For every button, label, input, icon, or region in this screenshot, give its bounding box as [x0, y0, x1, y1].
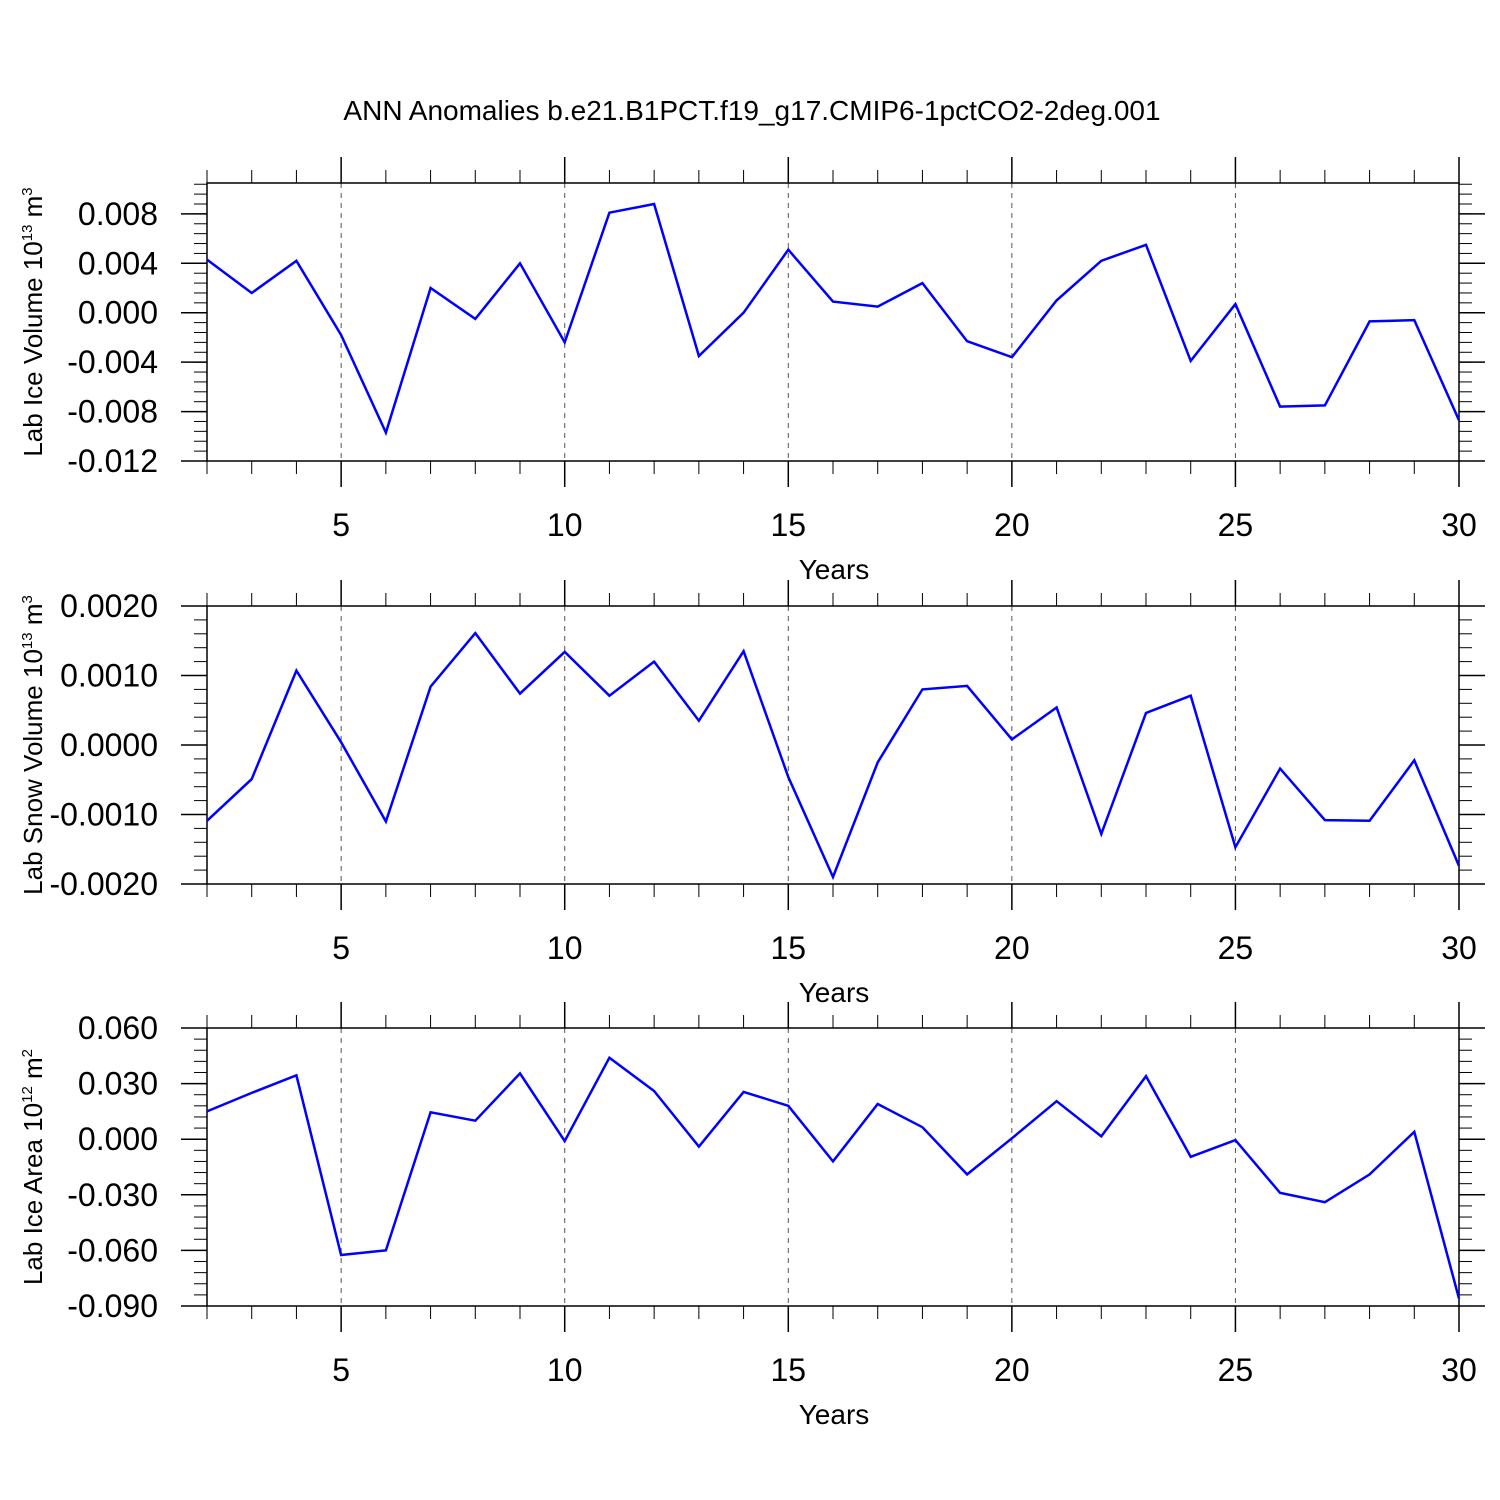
y-axis-label: Lab Ice Area 1012 m2: [18, 1049, 48, 1285]
y-axis-label-text: m: [18, 1057, 48, 1086]
plot-frame: [206, 1027, 1460, 1307]
chart-panels: 5 10 15 20 25 30-0.012-0.008-0.0040.0000.0040…: [18, 157, 1485, 1430]
chart-panel-2: 5 10 15 20 25 30 -0.0020 -0.0010 0.0000 0.0010 0.0…: [18, 580, 1485, 1008]
y-tick-label: 0.000: [78, 295, 158, 331]
y-tick-label: -0.012: [67, 443, 158, 479]
y-tick-label: 0.0000: [60, 727, 158, 763]
y-axis-label-exponent: 2: [19, 1049, 36, 1057]
y-tick-label: -0.0020: [49, 866, 158, 902]
y-axis-label-text: Lab Ice Volume 10: [18, 241, 48, 456]
x-tick-label: 15: [770, 507, 806, 543]
x-axis-label: Years: [799, 554, 870, 585]
y-tick-label: 0.030: [78, 1066, 158, 1102]
x-tick-label: 25: [1218, 930, 1254, 966]
x-tick-label: 5: [332, 930, 350, 966]
x-axis-label: Years: [799, 977, 870, 1008]
y-axis-label: Lab Ice Volume 1013 m3: [18, 187, 48, 456]
series-line: [206, 1055, 1461, 1299]
y-axis-label-exponent: 3: [19, 187, 36, 195]
x-tick-label: 20: [994, 930, 1030, 966]
x-tick-label: 5: [332, 1352, 350, 1388]
y-axis-label-text: m: [18, 196, 48, 225]
y-axis-label-exponent: 3: [19, 595, 36, 603]
x-tick-label: 25: [1218, 507, 1254, 543]
x-tick-label: 10: [547, 930, 583, 966]
x-tick-label: 20: [994, 507, 1030, 543]
y-axis-label-text: Lab Snow Volume 10: [18, 649, 48, 895]
x-tick-label: 5: [332, 507, 350, 543]
x-tick-label: 15: [770, 1352, 806, 1388]
y-axis-label-exponent: 13: [19, 225, 36, 242]
y-axis-label-exponent: 13: [19, 632, 36, 649]
x-tick-label: 15: [770, 930, 806, 966]
y-axis-label-text: Lab Ice Area 10: [18, 1103, 48, 1285]
y-tick-label: 0.004: [78, 245, 158, 281]
y-axis-label-exponent: 12: [19, 1086, 36, 1103]
y-tick-label: -0.004: [67, 344, 158, 380]
y-tick-label: 0.000: [78, 1121, 158, 1157]
chart-panel-1: 5 10 15 20 25 30 -0.012 -0.008 -0.004 0.000 0.004 0…: [18, 157, 1485, 585]
x-tick-label: 25: [1218, 1352, 1254, 1388]
series-line: [206, 202, 1461, 437]
y-tick-label: 0.060: [78, 1010, 158, 1046]
x-tick-label: 30: [1441, 1352, 1477, 1388]
y-tick-label: -0.008: [67, 394, 158, 430]
y-tick-label: -0.060: [67, 1232, 158, 1268]
x-tick-label: 20: [994, 1352, 1030, 1388]
y-tick-label: -0.030: [67, 1177, 158, 1213]
y-tick-label: 0.008: [78, 196, 158, 232]
y-axis-label-text: m: [18, 604, 48, 633]
y-tick-label: 0.0010: [60, 658, 158, 694]
x-tick-label: 30: [1441, 507, 1477, 543]
chart-title: ANN Anomalies b.e21.B1PCT.f19_g17.CMIP6-…: [343, 95, 1160, 126]
x-tick-label: 10: [547, 507, 583, 543]
series-line: [206, 631, 1461, 881]
x-tick-label: 30: [1441, 930, 1477, 966]
y-axis-label: Lab Snow Volume 1013 m3: [18, 595, 48, 895]
chart-panel-3: 5 10 15 20 25 30 -0.090 -0.060 -0.030 0.000 0.030 0…: [18, 1002, 1485, 1430]
x-axis-label: Years: [799, 1399, 870, 1430]
y-tick-label: -0.0010: [49, 797, 158, 833]
plot-frame: [206, 182, 1460, 462]
y-tick-label: -0.090: [67, 1288, 158, 1324]
plot-frame: [206, 605, 1460, 885]
y-tick-label: 0.0020: [60, 588, 158, 624]
x-tick-label: 10: [547, 1352, 583, 1388]
